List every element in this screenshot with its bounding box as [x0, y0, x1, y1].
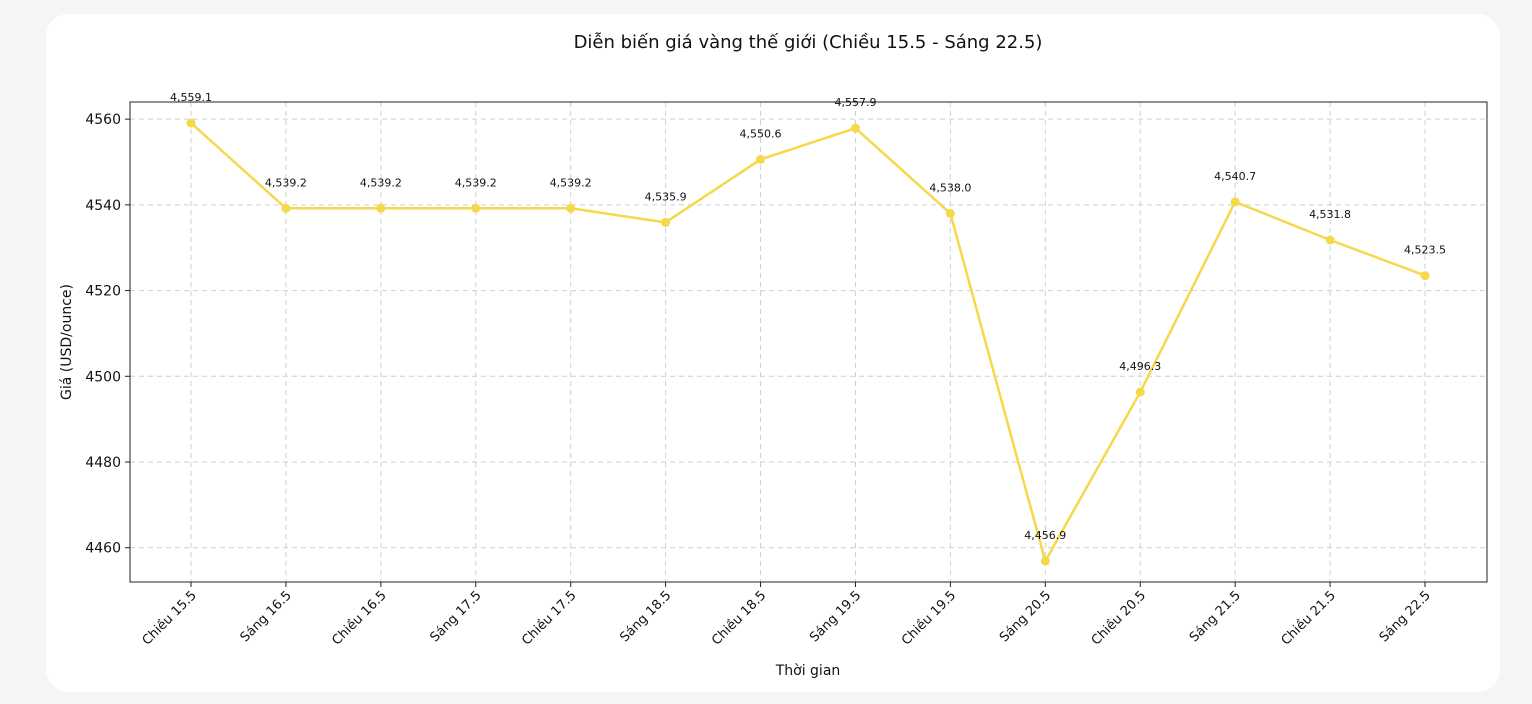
x-tick-label: Sáng 19.5 [807, 588, 864, 645]
x-tick-label: Sáng 18.5 [617, 588, 674, 645]
x-tick-label: Chiều 21.5 [1279, 588, 1339, 648]
y-tick-label: 4560 [85, 112, 121, 128]
y-tick-label: 4480 [85, 455, 121, 471]
data-point [1420, 271, 1430, 281]
data-point [566, 203, 576, 213]
data-label: 4,540.7 [1214, 170, 1256, 183]
chart-title: Diễn biến giá vàng thế giới (Chiều 15.5 … [574, 32, 1043, 53]
data-labels: 4,559.1 4,539.2 4,539.2 4,539.2 4,539.2 4,535… [170, 91, 1446, 542]
data-label: 4,539.2 [265, 176, 307, 189]
y-tick-label: 4520 [85, 284, 121, 300]
x-tick-label: Chiều 15.5 [140, 588, 200, 648]
data-label: 4,538.0 [929, 181, 971, 194]
x-tick-label: Sáng 20.5 [997, 588, 1054, 645]
x-tick-label: Chiều 20.5 [1089, 588, 1149, 648]
data-label: 4,539.2 [455, 176, 497, 189]
x-axis-label: Thời gian [775, 663, 841, 679]
x-tick-label: Chiều 19.5 [899, 588, 959, 648]
data-point [850, 123, 860, 133]
data-point [376, 203, 386, 213]
x-tick-label: Sáng 17.5 [427, 588, 484, 645]
data-label: 4,559.1 [170, 91, 212, 104]
y-axis-label: Giá (USD/ounce) [59, 284, 75, 400]
y-tick-label: 4460 [85, 541, 121, 557]
data-point [186, 118, 196, 128]
data-point [945, 208, 955, 218]
data-point [661, 217, 671, 227]
data-point [1040, 556, 1050, 566]
data-label: 4,456.9 [1024, 529, 1066, 542]
grid-lines [130, 102, 1487, 582]
data-point [471, 203, 481, 213]
x-axis: Chiều 15.5 Sáng 16.5 Chiều 16.5 Sáng 17.5 Ch… [140, 582, 1434, 649]
data-point [281, 203, 291, 213]
x-tick-label: Chiều 18.5 [709, 588, 769, 648]
data-label: 4,535.9 [645, 190, 687, 203]
x-tick-label: Sáng 21.5 [1187, 588, 1244, 645]
x-tick-label: Sáng 22.5 [1377, 588, 1434, 645]
data-label: 4,550.6 [740, 127, 782, 140]
data-point [1325, 235, 1335, 245]
plot-frame [129, 101, 1488, 583]
data-label: 4,539.2 [550, 176, 592, 189]
x-tick-label: Sáng 16.5 [238, 588, 295, 645]
x-tick-label: Chiều 17.5 [519, 588, 579, 648]
y-tick-label: 4540 [85, 198, 121, 214]
data-label: 4,523.5 [1404, 244, 1446, 257]
data-points [186, 118, 1430, 566]
y-axis: 4460 4480 4500 4520 4540 4560 [85, 112, 130, 557]
x-tick-label: Chiều 16.5 [329, 588, 389, 648]
series-line [190, 122, 1426, 563]
y-tick-label: 4500 [85, 369, 121, 385]
data-label: 4,531.8 [1309, 208, 1351, 221]
data-label: 4,496.3 [1119, 360, 1161, 373]
data-label: 4,557.9 [834, 96, 876, 109]
chart-card [46, 14, 1500, 692]
data-point [756, 154, 766, 164]
data-label: 4,539.2 [360, 176, 402, 189]
data-point [1230, 197, 1240, 207]
data-point [1135, 387, 1145, 397]
